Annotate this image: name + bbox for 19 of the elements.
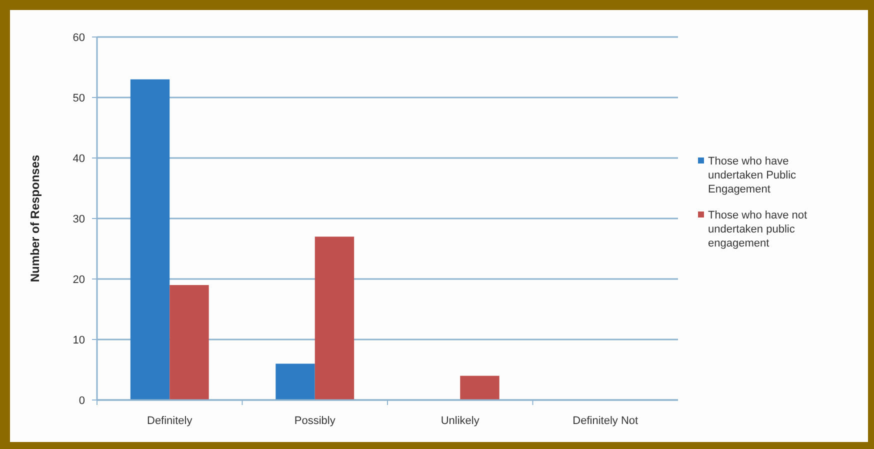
- x-tick-label: Definitely: [147, 415, 193, 427]
- y-tick-label: 20: [72, 274, 85, 286]
- y-tick-label: 40: [72, 152, 85, 165]
- y-tick-label: 30: [72, 213, 85, 226]
- bar: [276, 364, 315, 400]
- bar: [130, 79, 170, 400]
- bar: [170, 285, 209, 400]
- x-tick-label: Unlikely: [440, 415, 480, 427]
- bar: [460, 376, 500, 400]
- y-tick-label: 60: [72, 32, 85, 44]
- legend-label: Those who have not undertaken public engagement: [708, 210, 808, 250]
- x-tick-label: Possibly: [294, 415, 336, 427]
- x-tick-label: Definitely Not: [572, 415, 638, 427]
- y-tick-label: 50: [72, 92, 85, 104]
- y-tick-label: 0: [78, 394, 85, 407]
- bar: [314, 236, 354, 400]
- y-tick-label: 10: [72, 334, 85, 346]
- legend-label: Those who have undertaken Public Engagement: [708, 156, 797, 196]
- y-axis-title: Number of Responses: [28, 154, 42, 282]
